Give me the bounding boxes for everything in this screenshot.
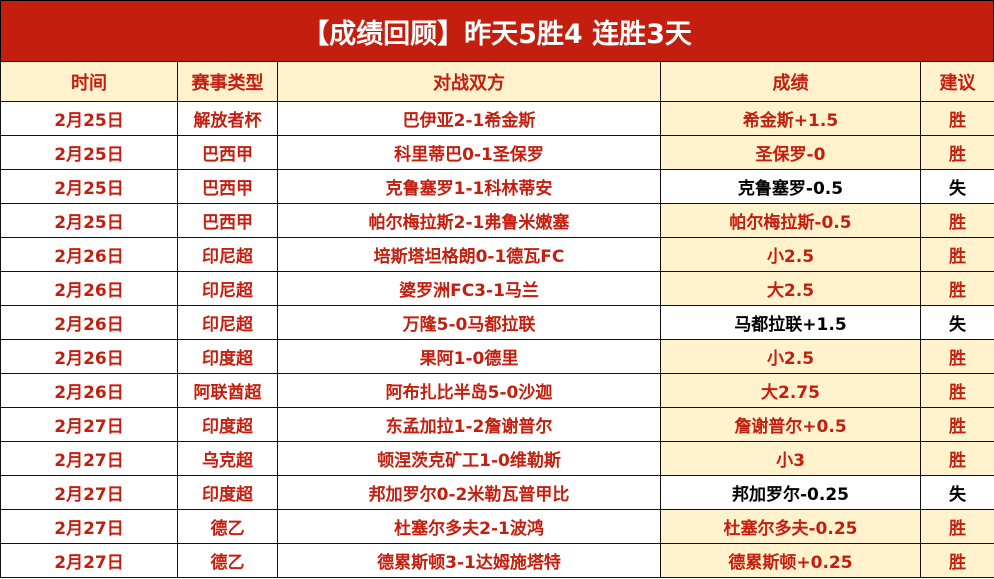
result-cell: 克鲁塞罗-0.5 bbox=[660, 169, 921, 204]
advice-cell: 失 bbox=[920, 475, 994, 510]
league-cell: 阿联酋超 bbox=[177, 373, 278, 408]
header-result: 成绩 bbox=[660, 61, 921, 102]
result-cell: 詹谢普尔+0.5 bbox=[660, 407, 921, 442]
advice-cell: 胜 bbox=[920, 407, 994, 442]
result-cell: 德累斯顿+0.25 bbox=[660, 543, 921, 578]
table-row: 2月26日 印尼超 培斯塔坦格朗0-1德瓦FC 小2.5 胜 bbox=[0, 237, 994, 272]
result-cell: 帕尔梅拉斯-0.5 bbox=[660, 203, 921, 238]
result-cell: 大2.5 bbox=[660, 271, 921, 306]
results-table: 时间 赛事类型 对战双方 成绩 建议 2月25日 解放者杯 巴伊亚2-1希金斯 希金斯… bbox=[0, 61, 994, 578]
date-cell: 2月25日 bbox=[0, 135, 178, 170]
advice-cell: 胜 bbox=[920, 101, 994, 136]
league-cell: 巴西甲 bbox=[177, 203, 278, 238]
result-cell: 邦加罗尔-0.25 bbox=[660, 475, 921, 510]
league-cell: 德乙 bbox=[177, 543, 278, 578]
advice-cell: 胜 bbox=[920, 441, 994, 476]
result-cell: 马都拉联+1.5 bbox=[660, 305, 921, 340]
match-cell: 邦加罗尔0-2米勒瓦普甲比 bbox=[277, 475, 661, 510]
match-cell: 培斯塔坦格朗0-1德瓦FC bbox=[277, 237, 661, 272]
advice-cell: 胜 bbox=[920, 271, 994, 306]
league-cell: 印尼超 bbox=[177, 271, 278, 306]
match-cell: 帕尔梅拉斯2-1弗鲁米嫩塞 bbox=[277, 203, 661, 238]
table-row: 2月27日 印度超 邦加罗尔0-2米勒瓦普甲比 邦加罗尔-0.25 失 bbox=[0, 475, 994, 510]
match-cell: 科里蒂巴0-1圣保罗 bbox=[277, 135, 661, 170]
league-cell: 印尼超 bbox=[177, 305, 278, 340]
header-match: 对战双方 bbox=[277, 61, 661, 102]
match-cell: 德累斯顿3-1达姆施塔特 bbox=[277, 543, 661, 578]
league-cell: 巴西甲 bbox=[177, 169, 278, 204]
table-row: 2月25日 解放者杯 巴伊亚2-1希金斯 希金斯+1.5 胜 bbox=[0, 101, 994, 136]
match-cell: 巴伊亚2-1希金斯 bbox=[277, 101, 661, 136]
date-cell: 2月27日 bbox=[0, 543, 178, 578]
league-cell: 印度超 bbox=[177, 407, 278, 442]
advice-cell: 失 bbox=[920, 305, 994, 340]
table-row: 2月25日 巴西甲 克鲁塞罗1-1科林蒂安 克鲁塞罗-0.5 失 bbox=[0, 169, 994, 204]
match-cell: 阿布扎比半岛5-0沙迦 bbox=[277, 373, 661, 408]
advice-cell: 胜 bbox=[920, 203, 994, 238]
table-row: 2月27日 印度超 东孟加拉1-2詹谢普尔 詹谢普尔+0.5 胜 bbox=[0, 407, 994, 442]
date-cell: 2月27日 bbox=[0, 475, 178, 510]
date-cell: 2月26日 bbox=[0, 339, 178, 374]
date-cell: 2月27日 bbox=[0, 509, 178, 544]
result-cell: 杜塞尔多夫-0.25 bbox=[660, 509, 921, 544]
date-cell: 2月25日 bbox=[0, 101, 178, 136]
date-cell: 2月26日 bbox=[0, 373, 178, 408]
result-cell: 大2.75 bbox=[660, 373, 921, 408]
header-advice: 建议 bbox=[920, 61, 994, 102]
match-cell: 婆罗洲FC3-1马兰 bbox=[277, 271, 661, 306]
date-cell: 2月26日 bbox=[0, 305, 178, 340]
result-cell: 小3 bbox=[660, 441, 921, 476]
advice-cell: 失 bbox=[920, 169, 994, 204]
match-cell: 顿涅茨克矿工1-0维勒斯 bbox=[277, 441, 661, 476]
result-cell: 小2.5 bbox=[660, 237, 921, 272]
table-row: 2月26日 印尼超 万隆5-0马都拉联 马都拉联+1.5 失 bbox=[0, 305, 994, 340]
league-cell: 乌克超 bbox=[177, 441, 278, 476]
advice-cell: 胜 bbox=[920, 135, 994, 170]
header-time: 时间 bbox=[0, 61, 178, 102]
table-row: 2月27日 德乙 杜塞尔多夫2-1波鸿 杜塞尔多夫-0.25 胜 bbox=[0, 509, 994, 544]
header-row: 时间 赛事类型 对战双方 成绩 建议 bbox=[0, 61, 994, 102]
table-row: 2月25日 巴西甲 科里蒂巴0-1圣保罗 圣保罗-0 胜 bbox=[0, 135, 994, 170]
page-title: 【成绩回顾】昨天5胜4 连胜3天 bbox=[0, 0, 994, 61]
result-cell: 小2.5 bbox=[660, 339, 921, 374]
league-cell: 解放者杯 bbox=[177, 101, 278, 136]
league-cell: 巴西甲 bbox=[177, 135, 278, 170]
league-cell: 德乙 bbox=[177, 509, 278, 544]
table-row: 2月27日 德乙 德累斯顿3-1达姆施塔特 德累斯顿+0.25 胜 bbox=[0, 543, 994, 578]
match-cell: 果阿1-0德里 bbox=[277, 339, 661, 374]
table-row: 2月26日 印尼超 婆罗洲FC3-1马兰 大2.5 胜 bbox=[0, 271, 994, 306]
advice-cell: 胜 bbox=[920, 543, 994, 578]
advice-cell: 胜 bbox=[920, 509, 994, 544]
match-cell: 克鲁塞罗1-1科林蒂安 bbox=[277, 169, 661, 204]
advice-cell: 胜 bbox=[920, 237, 994, 272]
date-cell: 2月26日 bbox=[0, 237, 178, 272]
date-cell: 2月27日 bbox=[0, 407, 178, 442]
table-row: 2月27日 乌克超 顿涅茨克矿工1-0维勒斯 小3 胜 bbox=[0, 441, 994, 476]
advice-cell: 胜 bbox=[920, 339, 994, 374]
table-row: 2月26日 印度超 果阿1-0德里 小2.5 胜 bbox=[0, 339, 994, 374]
advice-cell: 胜 bbox=[920, 373, 994, 408]
match-cell: 杜塞尔多夫2-1波鸿 bbox=[277, 509, 661, 544]
date-cell: 2月25日 bbox=[0, 169, 178, 204]
header-league: 赛事类型 bbox=[177, 61, 278, 102]
match-cell: 万隆5-0马都拉联 bbox=[277, 305, 661, 340]
result-cell: 希金斯+1.5 bbox=[660, 101, 921, 136]
league-cell: 印度超 bbox=[177, 475, 278, 510]
league-cell: 印尼超 bbox=[177, 237, 278, 272]
league-cell: 印度超 bbox=[177, 339, 278, 374]
date-cell: 2月26日 bbox=[0, 271, 178, 306]
table-row: 2月25日 巴西甲 帕尔梅拉斯2-1弗鲁米嫩塞 帕尔梅拉斯-0.5 胜 bbox=[0, 203, 994, 238]
date-cell: 2月25日 bbox=[0, 203, 178, 238]
match-cell: 东孟加拉1-2詹谢普尔 bbox=[277, 407, 661, 442]
result-cell: 圣保罗-0 bbox=[660, 135, 921, 170]
table-row: 2月26日 阿联酋超 阿布扎比半岛5-0沙迦 大2.75 胜 bbox=[0, 373, 994, 408]
date-cell: 2月27日 bbox=[0, 441, 178, 476]
